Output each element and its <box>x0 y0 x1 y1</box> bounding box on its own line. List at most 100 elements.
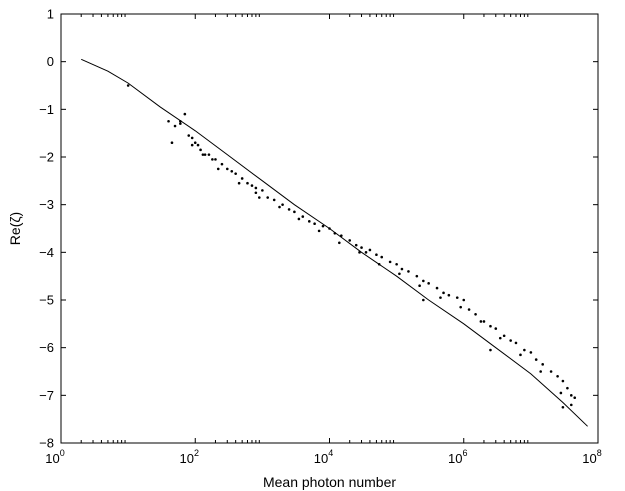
data-point <box>313 222 316 226</box>
x-tick-exponent: 4 <box>328 448 333 458</box>
data-point <box>519 353 522 357</box>
x-tick-exponent: 2 <box>194 448 199 458</box>
data-point <box>509 339 512 342</box>
y-axis-label: Re(ζ) <box>7 212 23 245</box>
data-point <box>415 274 419 278</box>
data-point <box>467 308 471 311</box>
data-point <box>328 227 331 230</box>
points-layer <box>126 84 577 409</box>
data-point <box>573 396 577 400</box>
data-point <box>561 379 565 383</box>
data-point <box>167 119 170 123</box>
data-point <box>559 391 563 395</box>
x-tick-label: 104 <box>314 448 333 466</box>
data-point <box>447 293 451 297</box>
data-point <box>523 348 526 352</box>
x-tick-label: 108 <box>582 448 601 466</box>
data-point <box>455 296 459 299</box>
x-tick-exponent: 6 <box>462 448 467 458</box>
data-point <box>482 320 486 323</box>
data-point <box>203 153 207 156</box>
data-point <box>207 153 211 156</box>
y-tick-label: 1 <box>47 7 54 22</box>
data-point <box>539 370 542 373</box>
x-tick-label: 100 <box>45 448 64 466</box>
data-point <box>187 134 191 137</box>
data-point <box>225 167 229 171</box>
data-point <box>216 167 220 171</box>
x-axis: 100 102 104 106 108 <box>45 14 602 466</box>
data-point <box>494 327 498 330</box>
y-tick-label: 0 <box>47 54 54 69</box>
data-point <box>258 196 261 199</box>
data-point <box>321 224 325 228</box>
x-axis-label: Mean photon number <box>263 474 396 490</box>
data-point <box>173 124 177 128</box>
data-point <box>193 141 197 144</box>
y-tick-label: −1 <box>39 102 54 117</box>
data-point <box>368 248 372 252</box>
data-point <box>529 351 533 354</box>
data-point <box>566 386 569 390</box>
data-point <box>220 162 224 166</box>
data-point <box>364 251 368 254</box>
x-tick-base: 10 <box>448 451 462 466</box>
data-point <box>190 143 194 147</box>
data-point <box>246 181 249 185</box>
data-point <box>489 324 492 328</box>
data-point <box>240 177 244 180</box>
data-point <box>237 181 241 185</box>
data-point <box>514 341 518 345</box>
data-point <box>190 136 194 140</box>
data-point <box>234 172 237 175</box>
y-tick-label: −7 <box>39 388 54 403</box>
data-point <box>278 205 281 209</box>
data-point <box>439 296 442 299</box>
data-point <box>358 251 361 254</box>
data-point <box>201 153 205 156</box>
x-tick-base: 10 <box>180 451 194 466</box>
data-point <box>179 119 182 123</box>
data-point <box>211 158 214 161</box>
data-point <box>398 272 401 276</box>
data-point <box>230 170 234 173</box>
data-point <box>435 286 439 290</box>
data-point <box>498 336 502 340</box>
data-point <box>459 305 462 309</box>
y-tick-label: −5 <box>39 293 54 308</box>
data-point <box>126 84 130 87</box>
data-point <box>422 279 425 283</box>
data-point <box>561 405 565 409</box>
data-point <box>338 241 341 245</box>
data-point <box>183 112 187 116</box>
data-point <box>354 243 358 247</box>
x-tick-label: 102 <box>180 448 199 466</box>
x-tick-base: 10 <box>314 451 328 466</box>
y-tick-label: −6 <box>39 340 54 355</box>
data-point <box>196 143 200 147</box>
fit-curve <box>81 58 588 427</box>
data-point <box>395 262 398 266</box>
data-point <box>502 334 506 338</box>
x-tick-label: 106 <box>448 448 467 466</box>
data-point <box>549 370 553 373</box>
data-point <box>360 246 363 249</box>
data-point <box>541 363 544 366</box>
y-axis: 1 0 −1 −2 −3 −4 −5 −6 −7 −8 <box>39 7 598 451</box>
data-point <box>462 298 466 302</box>
x-tick-base: 10 <box>45 451 59 466</box>
data-point <box>287 208 291 211</box>
data-point <box>254 191 258 195</box>
data-point <box>418 284 421 288</box>
data-point <box>333 231 337 235</box>
data-point <box>569 403 573 407</box>
curve-layer <box>81 58 588 427</box>
data-point <box>479 320 483 323</box>
data-point <box>301 215 305 218</box>
x-tick-exponent: 8 <box>597 448 602 458</box>
data-point <box>281 203 284 206</box>
data-point <box>261 189 264 192</box>
data-point <box>377 262 381 266</box>
data-point <box>340 234 343 237</box>
